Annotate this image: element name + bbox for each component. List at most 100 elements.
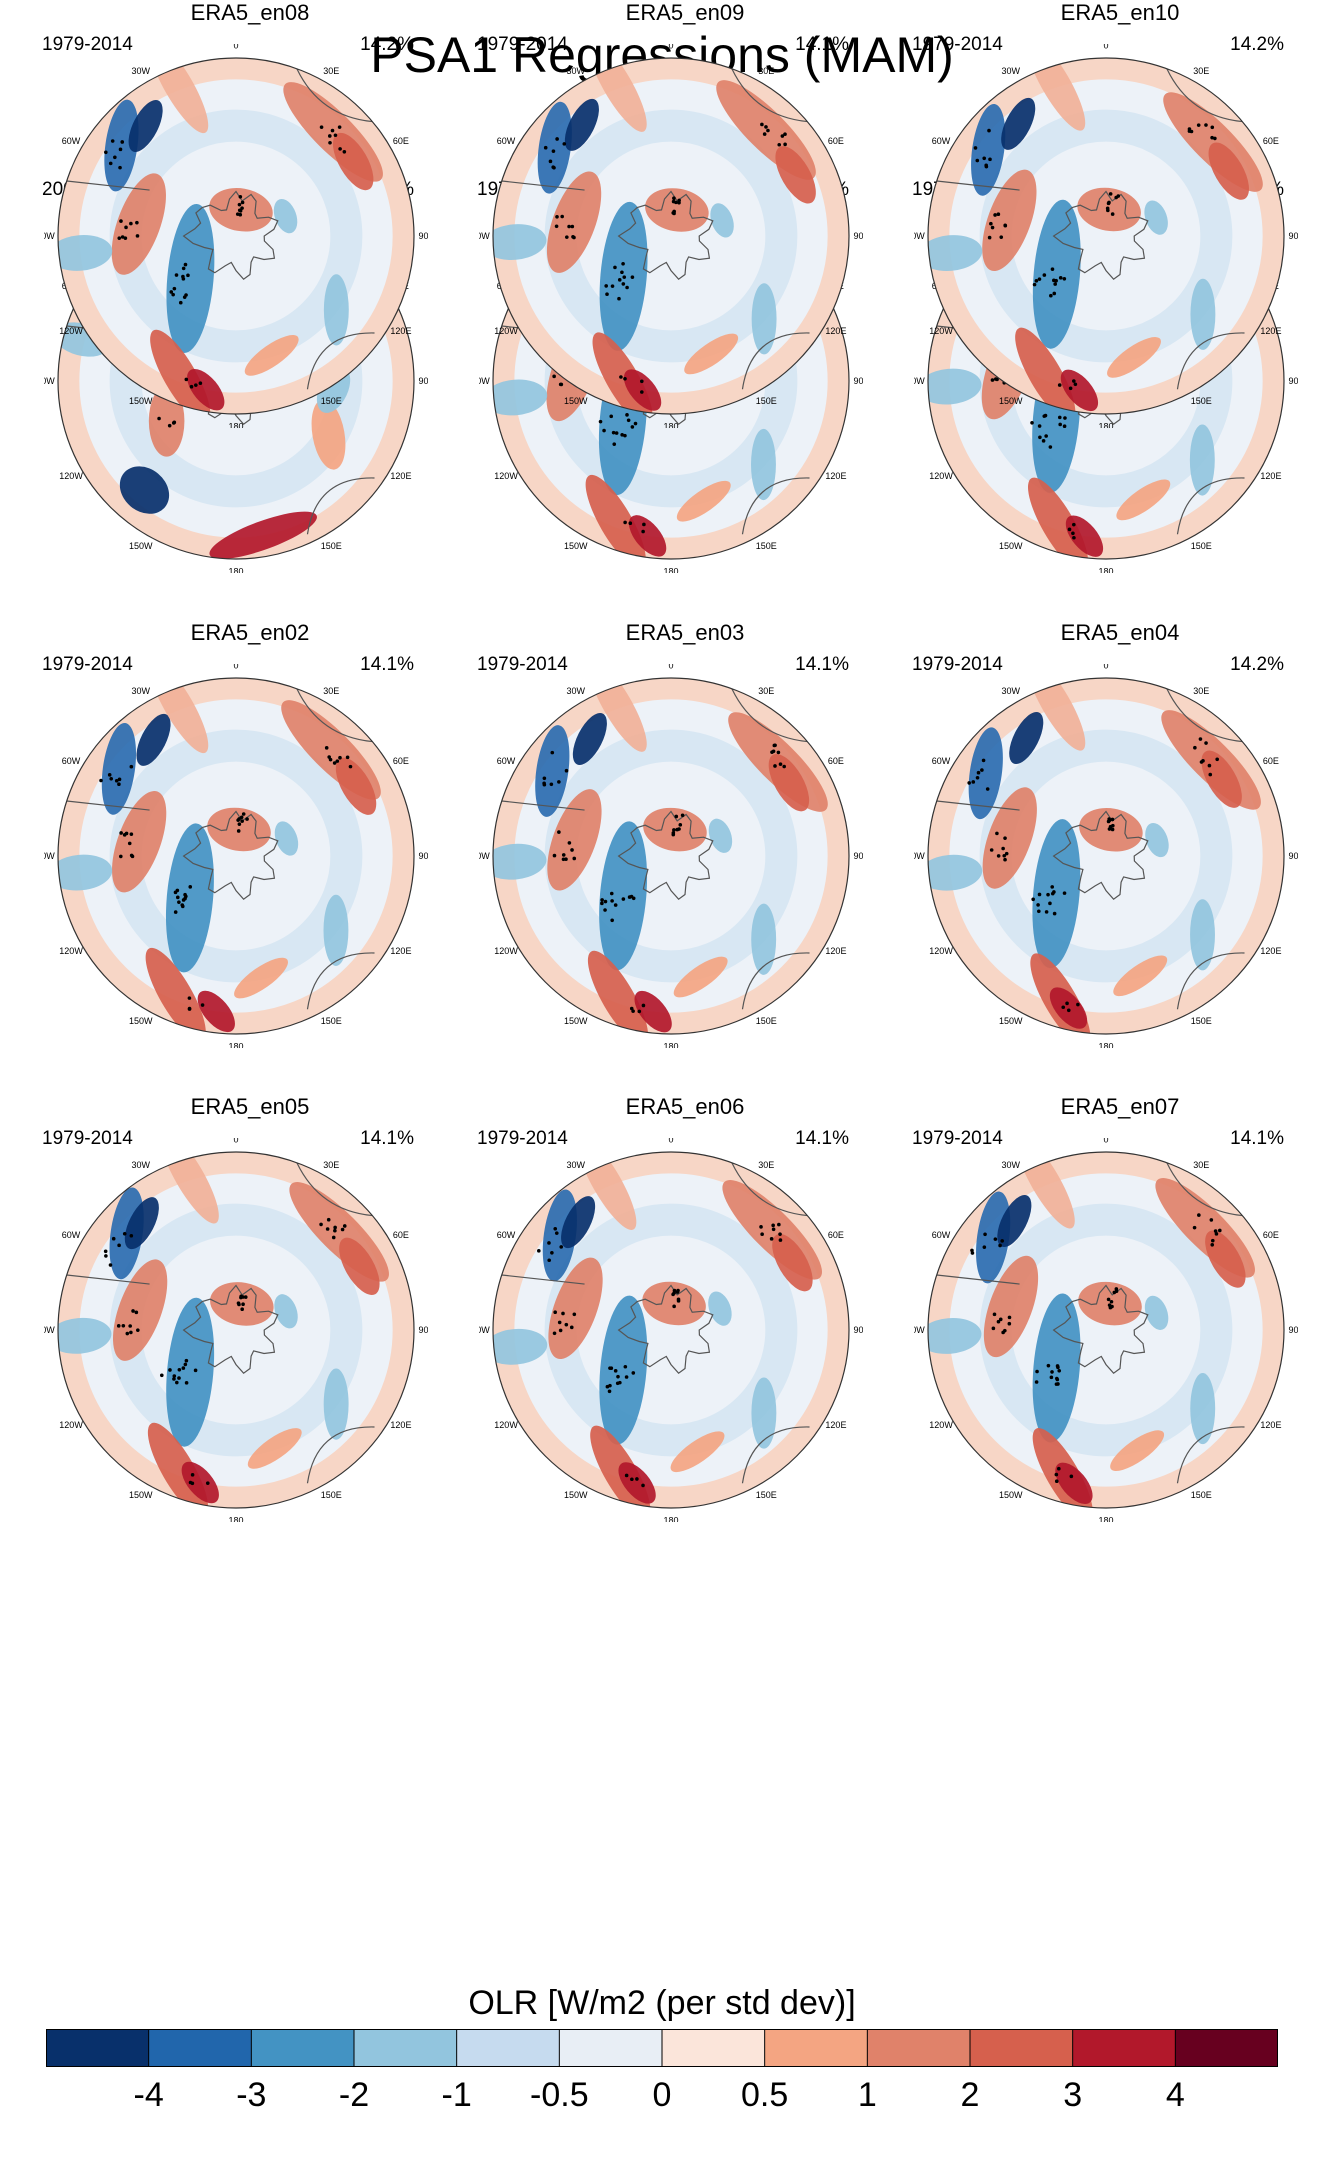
significance-dot	[996, 854, 1001, 858]
polar-map: 0 30E 60E 90E 120E 150E 180 150W 120W 90W 60W 30W	[44, 1138, 428, 1522]
olr-anomaly-blob	[564, 98, 599, 151]
significance-dot	[319, 1222, 323, 1227]
africa-coastline	[1166, 1162, 1243, 1217]
longitude-label: 180	[228, 1515, 243, 1522]
significance-dot	[187, 1006, 192, 1011]
longitude-label: 120W	[929, 1420, 953, 1430]
olr-anomaly-blob	[670, 1431, 725, 1473]
significance-dot	[771, 1227, 776, 1232]
significance-dot	[613, 265, 617, 270]
significance-dot	[129, 832, 134, 836]
olr-anomaly-blob	[1060, 369, 1099, 412]
colorbar-segment	[559, 2029, 663, 2067]
colorbar-tick-label: 1	[857, 2076, 877, 2114]
map-border	[492, 677, 850, 1035]
olr-anomaly-blob	[1107, 337, 1161, 378]
longitude-label: 150W	[564, 1490, 588, 1500]
olr-anomaly-blob	[119, 466, 170, 514]
longitude-label: 0	[1103, 664, 1108, 671]
olr-anomaly-blob	[1201, 750, 1242, 808]
longitude-label: 120E	[825, 1420, 846, 1430]
significance-dot	[1035, 1369, 1039, 1374]
polar-map: 0 30E 60E 90E 120E 150E 180 150W 120W 90W 60W 30W	[479, 664, 863, 1048]
longitude-label: 150E	[1191, 1490, 1212, 1500]
significance-dot	[172, 420, 177, 425]
colorbar-title: OLR [W/m2 (per std dev)]	[468, 1984, 856, 2022]
significance-dot	[760, 122, 764, 127]
olr-anomaly-blob	[708, 1291, 732, 1326]
significance-dot	[1197, 1213, 1201, 1217]
significance-dot	[677, 198, 681, 203]
longitude-label: 120W	[59, 946, 83, 956]
olr-anomaly-blob	[1190, 1372, 1216, 1445]
significance-dot	[554, 1231, 559, 1235]
significance-dot	[118, 165, 122, 170]
colorbar-segment	[251, 2029, 355, 2067]
olr-anomaly-blob	[166, 203, 215, 353]
significance-dot	[119, 854, 123, 859]
significance-dot	[116, 1324, 121, 1328]
significance-dot	[1201, 759, 1205, 763]
olr-anomaly-blob	[1116, 479, 1171, 521]
significance-dot	[1031, 897, 1035, 902]
polar-map: 0 30E 60E 90E 120E 150E 180 150W 120W 90W 60W 30W	[44, 44, 428, 428]
panel-variance: 14.1%	[360, 1128, 414, 1149]
significance-dot	[1072, 535, 1076, 540]
significance-dot	[1044, 910, 1049, 914]
significance-dot	[1049, 1375, 1054, 1380]
significance-dot	[327, 755, 331, 759]
significance-dot	[671, 199, 676, 204]
olr-anomaly-blob	[599, 1295, 648, 1445]
significance-dot	[1062, 424, 1067, 428]
longitude-label: 180	[663, 1041, 678, 1048]
significance-dot	[1037, 909, 1041, 914]
significance-dot	[109, 776, 114, 781]
africa-coastline	[1166, 688, 1243, 743]
olr-anomaly-blob	[197, 990, 235, 1033]
significance-dot	[674, 814, 679, 819]
olr-anomaly-blob	[546, 171, 602, 273]
significance-dot	[119, 219, 123, 223]
significance-dot	[1003, 223, 1008, 228]
olr-anomaly-blob	[187, 368, 225, 411]
significance-dot	[552, 165, 556, 170]
longitude-label: 120E	[825, 471, 846, 481]
colorbar-tick-label: -4	[133, 2076, 164, 2114]
significance-dot	[549, 782, 554, 787]
significance-dot	[987, 128, 991, 133]
colorbar-tick-label: -1	[441, 2076, 472, 2114]
colorbar-tick-label: 0.5	[741, 2076, 789, 2114]
longitude-label: 120E	[390, 471, 411, 481]
significance-dot	[640, 379, 644, 384]
significance-dot	[124, 831, 129, 836]
significance-dot	[175, 1380, 179, 1385]
antarctica-coastline	[182, 810, 279, 901]
significance-dot	[108, 1263, 113, 1267]
significance-dot	[186, 273, 190, 278]
significance-dot	[554, 224, 559, 229]
significance-dot	[1041, 439, 1046, 443]
longitude-label: 30E	[323, 686, 339, 696]
significance-dot	[1196, 123, 1201, 127]
significance-dot	[183, 1362, 188, 1367]
panel-years: 1979-2014	[477, 654, 568, 675]
significance-dot	[171, 292, 175, 297]
significance-dot	[551, 149, 556, 153]
olr-anomaly-blob	[1189, 424, 1215, 496]
significance-dot	[771, 1223, 775, 1228]
olr-anomaly-blob	[535, 725, 570, 817]
longitude-label: 60W	[62, 136, 81, 146]
significance-dot	[1002, 853, 1007, 858]
significance-dot	[104, 1254, 108, 1258]
significance-dot	[759, 1225, 763, 1229]
significance-dot	[760, 1232, 764, 1236]
longitude-label: 90E	[418, 376, 428, 386]
australia-coastline	[306, 477, 375, 535]
significance-dot	[1061, 1005, 1066, 1010]
olr-anomaly-blob	[1208, 142, 1249, 200]
colorbar-tick-label: -0.5	[530, 2076, 589, 2114]
significance-dot	[128, 1324, 132, 1328]
longitude-label: 90E	[853, 1325, 863, 1335]
significance-dot	[567, 224, 571, 229]
significance-dot	[623, 433, 627, 438]
